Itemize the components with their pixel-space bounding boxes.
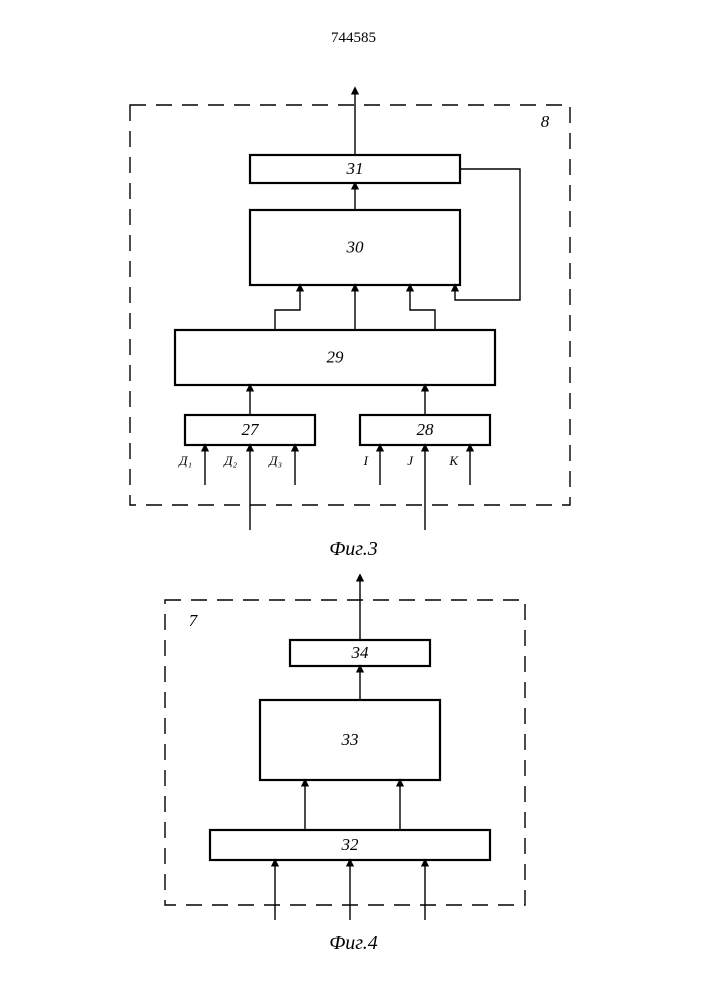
fig3-input28-label-2: K: [448, 453, 459, 468]
fig4-block-label-34: 34: [351, 643, 370, 662]
fig3-block-label-27: 27: [242, 420, 261, 439]
fig4-caption: Фиг.4: [0, 932, 707, 955]
fig3-block-label-29: 29: [327, 347, 345, 366]
fig3-input28-label-0: I: [363, 453, 369, 468]
fig3-caption: Фиг.3: [0, 538, 707, 561]
fig4-block-label-32: 32: [341, 835, 360, 854]
fig4-block-label-33: 33: [341, 730, 359, 749]
diagram-canvas: 8 31 30 29 27 28 Д₁ Д₂ Д₃ I J K 7 34 33 32: [0, 0, 707, 1000]
fig3-module-label: 8: [541, 112, 550, 131]
fig3-input27-label-2: Д₃: [267, 453, 282, 468]
fig3-input27-label-0: Д₁: [177, 453, 192, 468]
fig4-module-label: 7: [189, 611, 199, 630]
fig3-block-label-30: 30: [346, 237, 365, 256]
fig3-input28-label-1: J: [407, 453, 414, 468]
fig3-29-to-30-left: [275, 285, 300, 330]
fig3-29-to-30-right: [410, 285, 435, 330]
fig3-block-label-28: 28: [417, 420, 435, 439]
page: 744585 8 31 30 29 27 28 Д₁ Д₂ Д₃ I J K 7 34 33 32 Фиг.3…: [0, 0, 707, 1000]
fig3-block-label-31: 31: [346, 159, 364, 178]
document-number: 744585: [0, 30, 707, 47]
fig3-feedback-31-to-30: [455, 169, 520, 300]
fig3-input27-label-1: Д₂: [222, 453, 237, 468]
